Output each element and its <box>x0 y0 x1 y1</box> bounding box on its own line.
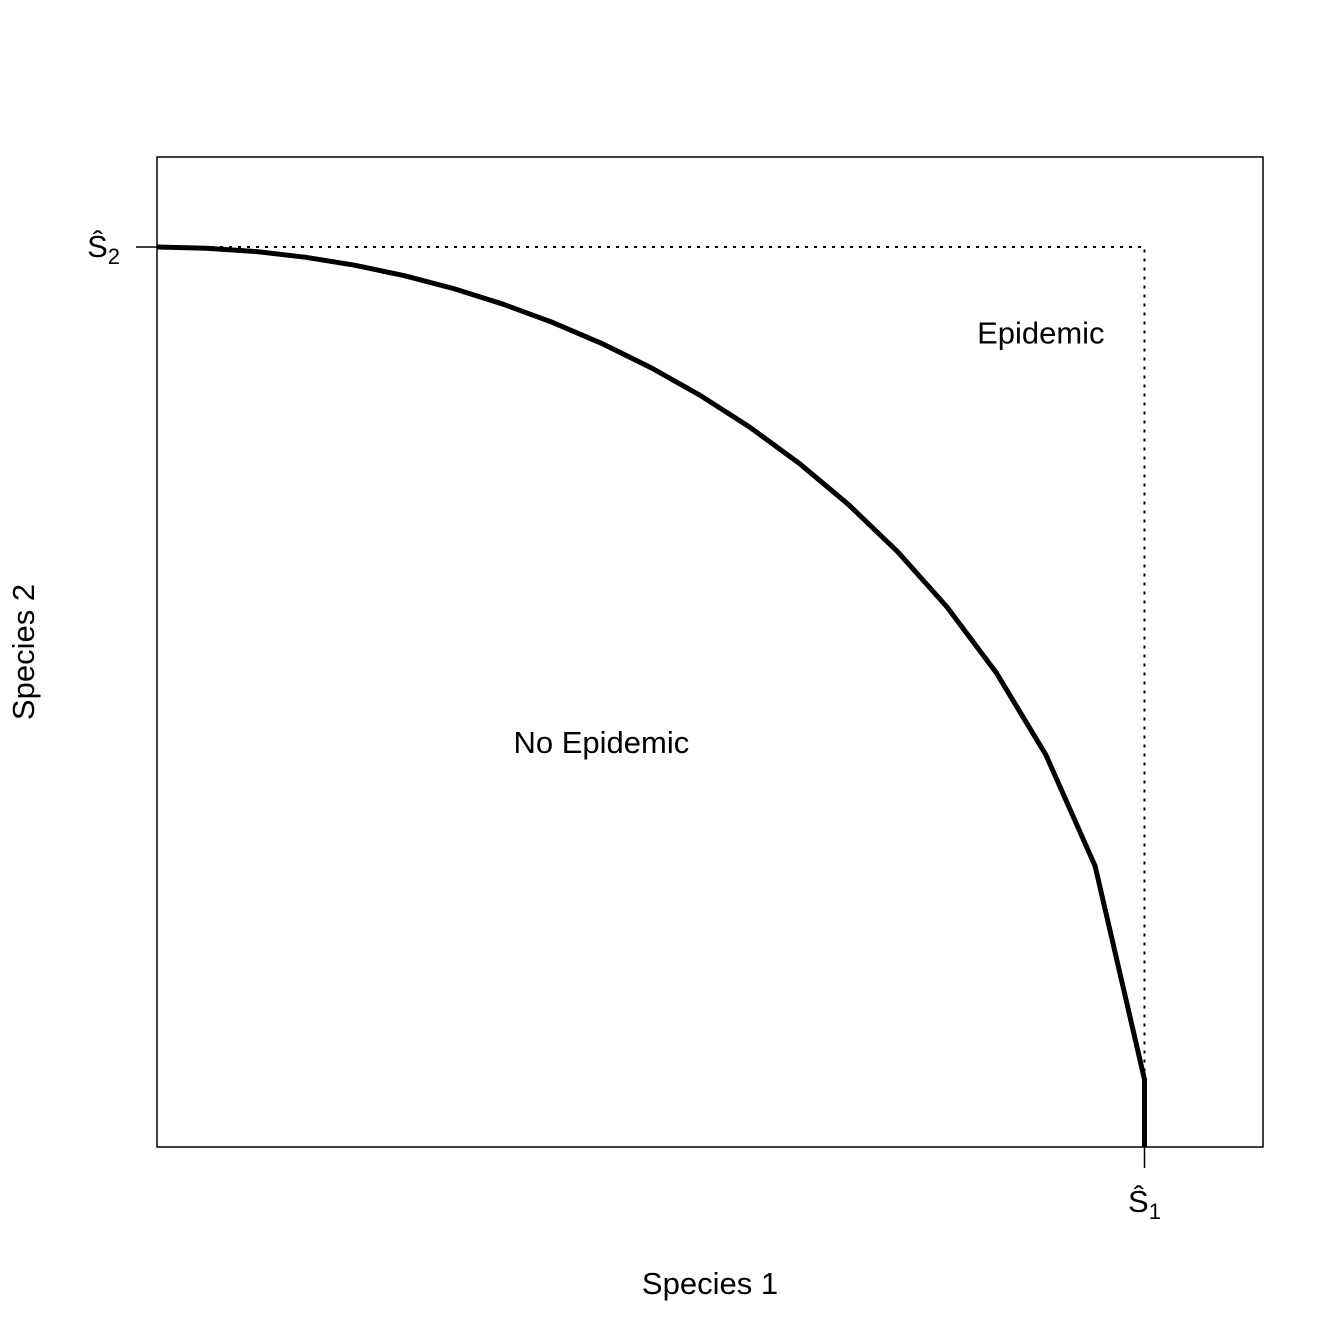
threshold-curve <box>156 244 1147 1147</box>
y-tick-label: Ŝ2 <box>87 229 120 269</box>
y-axis-label: Species 2 <box>6 584 41 720</box>
series-layer <box>156 244 1147 1147</box>
y-tick-subscript: 2 <box>108 244 120 269</box>
x-tick-label: Ŝ1 <box>1128 1184 1161 1224</box>
region-label-epidemic: Epidemic <box>977 316 1105 351</box>
plot-frame <box>156 156 1264 1148</box>
x-tick-subscript: 1 <box>1149 1199 1161 1224</box>
boundary-dotted-line <box>157 246 1146 1147</box>
annotation-layer: Epidemic No Epidemic <box>514 316 1105 761</box>
x-axis-label: Species 1 <box>642 1266 778 1301</box>
region-label-no-epidemic: No Epidemic <box>514 725 690 760</box>
